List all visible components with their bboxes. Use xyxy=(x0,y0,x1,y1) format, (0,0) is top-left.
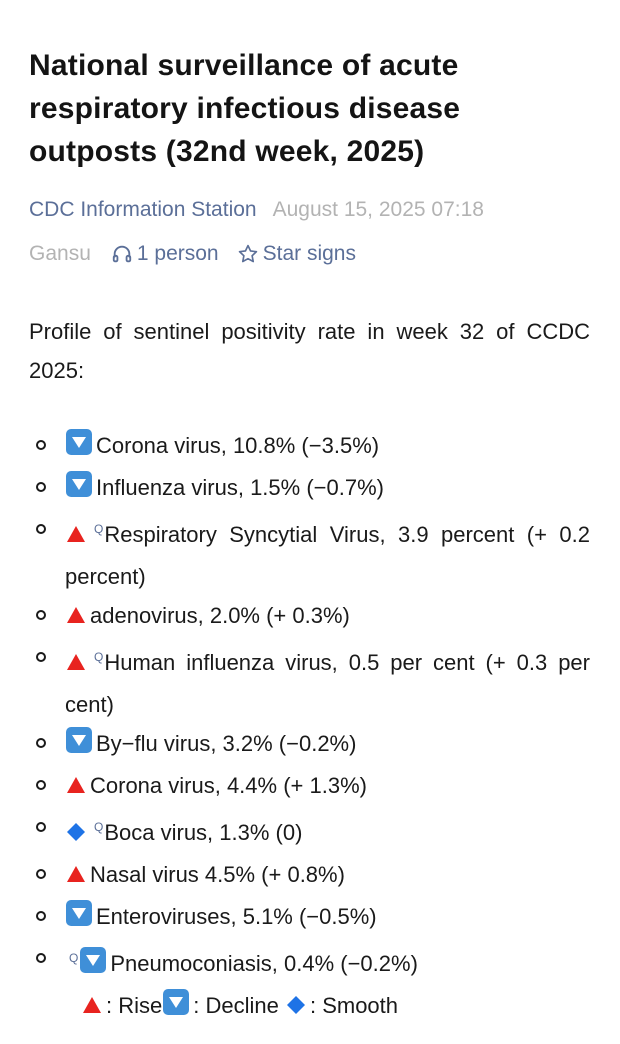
virus-text: By−flu virus, 3.2% (−0.2%) xyxy=(96,731,357,756)
bullet-marker xyxy=(36,482,46,492)
legend-rise-label: : Rise xyxy=(106,993,163,1018)
star-icon xyxy=(238,244,257,263)
list-item: adenovirus, 2.0% (+ 0.3%) xyxy=(29,596,590,638)
bullet-marker xyxy=(36,953,46,963)
list-item: Enteroviruses, 5.1% (−0.5%) xyxy=(29,897,590,939)
listeners-count: 1 person xyxy=(136,242,219,265)
legend-smooth-icon xyxy=(285,989,307,1028)
virus-text: adenovirus, 2.0% (+ 0.3%) xyxy=(90,603,350,628)
search-icon[interactable]: Q xyxy=(94,650,104,664)
list-item: QHuman influenza virus, 0.5 per cent (+ … xyxy=(29,638,590,724)
bullet-marker xyxy=(36,780,46,790)
virus-text: Pneumoconiasis, 0.4% (−0.2%) xyxy=(110,951,418,976)
bullet-marker xyxy=(36,440,46,450)
bullet-marker xyxy=(36,738,46,748)
red-triangle-up-icon xyxy=(65,518,87,557)
listen-button[interactable]: 1 person xyxy=(111,240,219,268)
blue-down-box-icon xyxy=(65,899,93,939)
search-icon[interactable]: Q xyxy=(69,951,79,965)
list-item: QRespiratory Syncytial Virus, 3.9 percen… xyxy=(29,510,590,596)
search-icon[interactable]: Q xyxy=(94,820,104,834)
red-triangle-up-icon xyxy=(65,646,87,685)
virus-text: Enteroviruses, 5.1% (−0.5%) xyxy=(96,904,377,929)
bullet-marker xyxy=(36,524,46,534)
article: National surveillance of acute respirato… xyxy=(0,44,620,1028)
virus-text: Human influenza virus, 0.5 per cent (+ 0… xyxy=(65,650,590,717)
virus-text: Corona virus, 10.8% (−3.5%) xyxy=(96,433,380,458)
blue-down-box-icon xyxy=(65,726,93,766)
list-item: Corona virus, 4.4% (+ 1.3%) xyxy=(29,766,590,808)
source-link[interactable]: CDC Information Station xyxy=(29,198,257,221)
red-triangle-up-icon xyxy=(65,599,87,638)
region-label: Gansu xyxy=(29,242,91,265)
meta-row-source: CDC Information Station August 15, 2025 … xyxy=(29,196,590,224)
blue-diamond-icon xyxy=(65,816,87,855)
legend-rise-icon xyxy=(81,989,103,1028)
red-triangle-up-icon xyxy=(65,858,87,897)
blue-down-box-icon xyxy=(79,946,107,986)
meta-row-actions: Gansu 1 person Star signs xyxy=(29,240,590,268)
virus-text: Respiratory Syncytial Virus, 3.9 percent… xyxy=(65,522,590,589)
virus-text: Corona virus, 4.4% (+ 1.3%) xyxy=(90,773,367,798)
intro-paragraph: Profile of sentinel positivity rate in w… xyxy=(29,319,590,383)
list-item: Corona virus, 10.8% (−3.5%) xyxy=(29,426,590,468)
bullet-marker xyxy=(36,652,46,662)
legend-smooth-label: : Smooth xyxy=(309,993,399,1018)
list-item: Nasal virus 4.5% (+ 0.8%) xyxy=(29,855,590,897)
star-button[interactable]: Star signs xyxy=(237,240,356,268)
blue-down-box-icon xyxy=(65,428,93,468)
blue-down-box-icon xyxy=(65,470,93,510)
red-triangle-up-icon xyxy=(65,769,87,808)
list-item: By−flu virus, 3.2% (−0.2%) xyxy=(29,724,590,766)
bullet-marker xyxy=(36,911,46,921)
star-label: Star signs xyxy=(262,242,356,265)
search-icon[interactable]: Q xyxy=(94,522,104,536)
bullet-marker xyxy=(36,610,46,620)
list-item: Influenza virus, 1.5% (−0.7%) xyxy=(29,468,590,510)
virus-text: Boca virus, 1.3% (0) xyxy=(104,820,303,845)
virus-list: Corona virus, 10.8% (−3.5%) Influenza vir… xyxy=(29,426,590,986)
headphones-icon xyxy=(112,245,132,263)
bullet-marker xyxy=(36,869,46,879)
page-title: National surveillance of acute respirato… xyxy=(29,49,461,168)
publish-time: August 15, 2025 07:18 xyxy=(272,198,484,221)
list-item: QBoca virus, 1.3% (0) xyxy=(29,808,590,855)
trend-legend: : Rise : Decline : Smooth xyxy=(29,986,590,1028)
bullet-marker xyxy=(36,822,46,832)
virus-text: Nasal virus 4.5% (+ 0.8%) xyxy=(90,862,345,887)
legend-decline-label: : Decline xyxy=(193,993,279,1018)
virus-text: Influenza virus, 1.5% (−0.7%) xyxy=(96,475,384,500)
legend-decline-icon xyxy=(162,988,190,1028)
list-item: Q Pneumoconiasis, 0.4% (−0.2%) xyxy=(29,939,590,986)
